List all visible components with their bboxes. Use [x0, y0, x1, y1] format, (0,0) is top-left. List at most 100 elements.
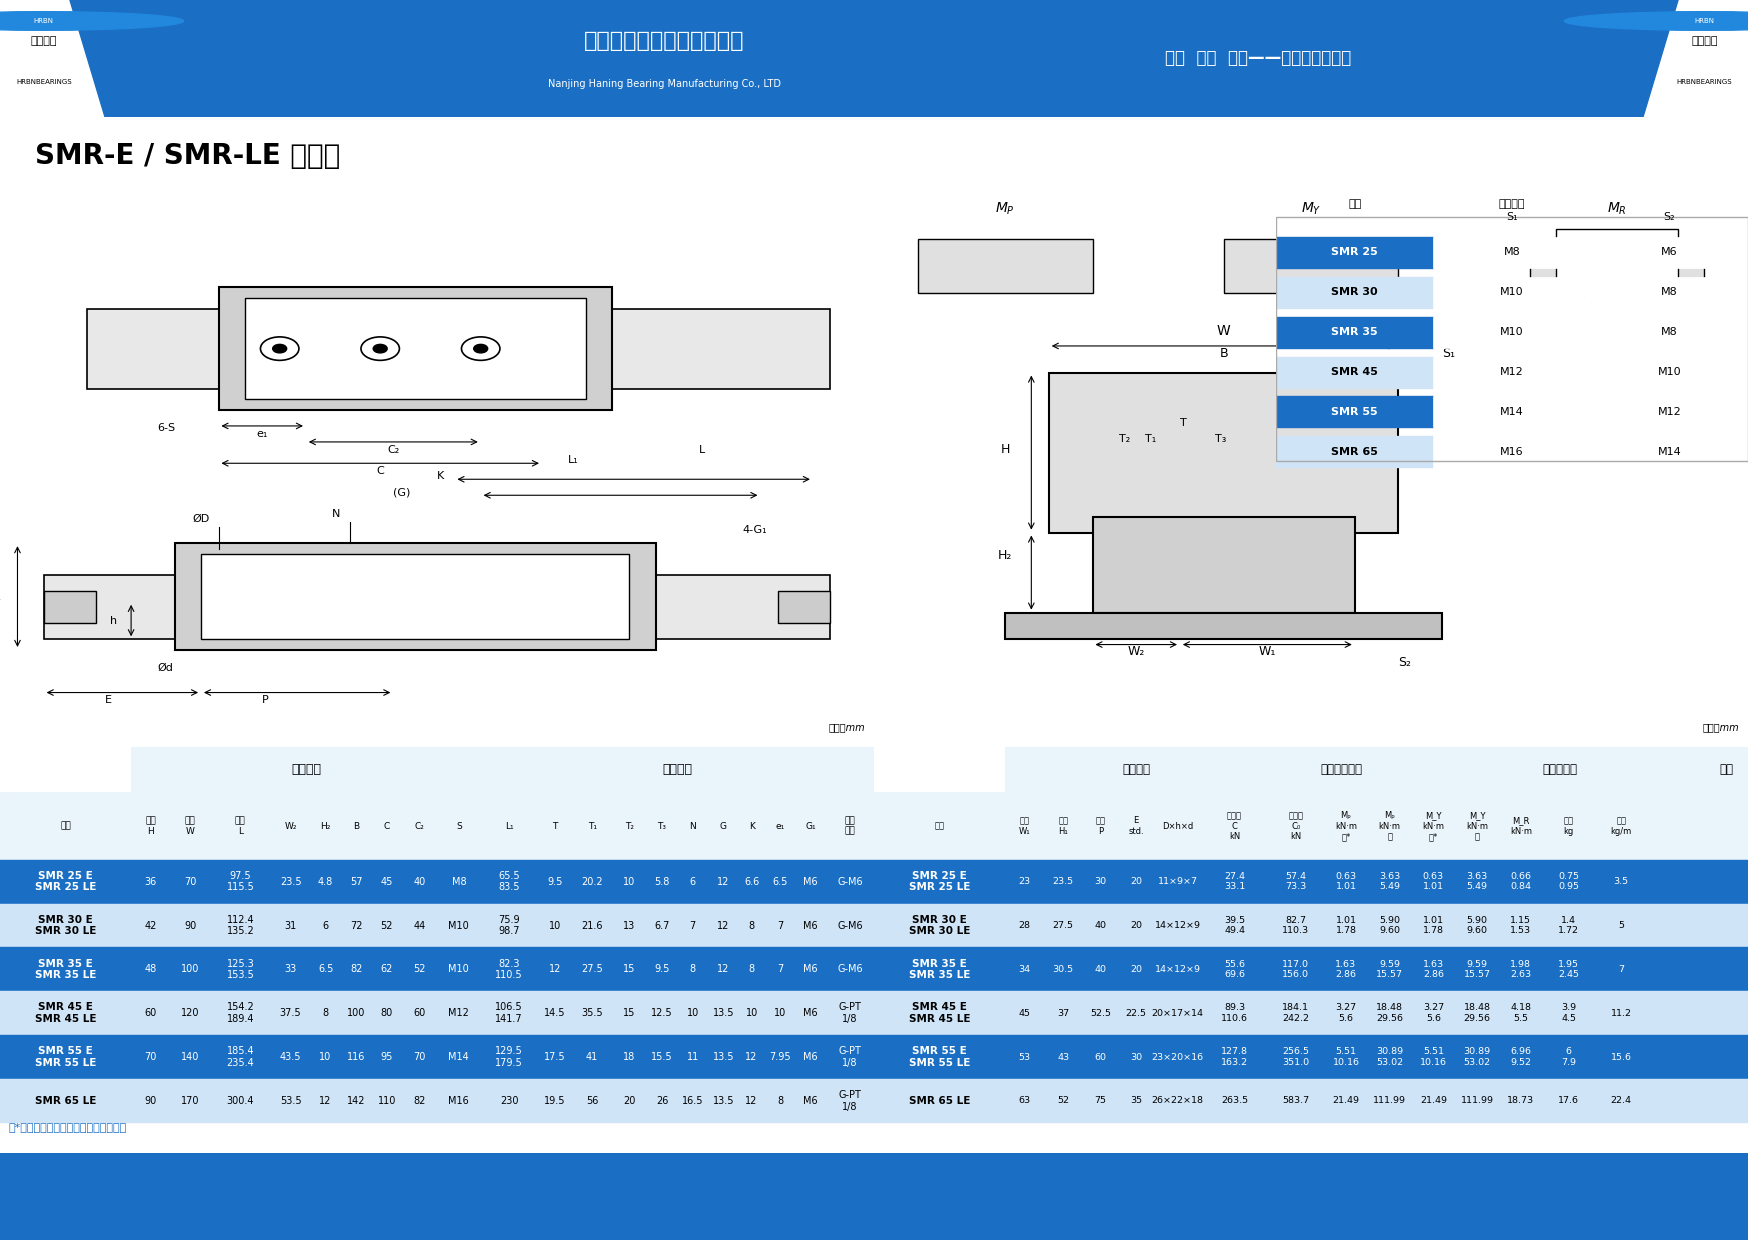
Text: 62: 62 [381, 965, 393, 975]
Bar [44, 575, 830, 640]
Text: W₂: W₂ [1127, 645, 1145, 658]
Bar [87, 309, 830, 388]
Text: 螺栋规格: 螺栋规格 [1498, 198, 1526, 208]
Text: 95: 95 [381, 1052, 393, 1061]
Text: 4.8: 4.8 [318, 877, 334, 887]
Bar [0, 792, 874, 859]
Text: 13.5: 13.5 [713, 1052, 734, 1061]
Text: 23.5: 23.5 [1052, 877, 1073, 887]
Bar [1591, 436, 1748, 467]
Text: 70: 70 [413, 1052, 427, 1061]
Text: SMR 55 E
SMR 55 LE: SMR 55 E SMR 55 LE [909, 1047, 970, 1068]
Text: B: B [353, 822, 360, 831]
Text: 82: 82 [350, 965, 362, 975]
Text: 重量: 重量 [1718, 764, 1734, 776]
Text: 5.90
9.60: 5.90 9.60 [1467, 916, 1488, 935]
Text: 10: 10 [622, 877, 636, 887]
Text: M10: M10 [1500, 327, 1524, 337]
Text: 7: 7 [689, 920, 696, 930]
Text: 26×22×18: 26×22×18 [1152, 1096, 1204, 1105]
Bar [481, 748, 874, 792]
Text: 3.9
4.5: 3.9 4.5 [1561, 1003, 1577, 1023]
Text: 65.5
83.5: 65.5 83.5 [498, 870, 519, 893]
Text: 动负荷
C
kN: 动负荷 C kN [1227, 811, 1243, 841]
Text: 30: 30 [1094, 877, 1106, 887]
Text: 11×9×7: 11×9×7 [1157, 877, 1197, 887]
Text: E
std.: E std. [1129, 816, 1143, 836]
Text: H₂: H₂ [320, 822, 330, 831]
Text: 100: 100 [346, 1008, 365, 1018]
Text: SMR 55: SMR 55 [1332, 407, 1377, 417]
Text: 诚信  创新  担当——世界因我们而动: 诚信 创新 担当——世界因我们而动 [1166, 50, 1351, 67]
Bar [1591, 316, 1748, 347]
Text: 1.4
1.72: 1.4 1.72 [1557, 916, 1580, 935]
Text: 12: 12 [717, 920, 729, 930]
Text: 263.5: 263.5 [1220, 1096, 1248, 1105]
Text: 13.5: 13.5 [713, 1008, 734, 1018]
Text: 13: 13 [622, 920, 636, 930]
Text: 230: 230 [500, 1096, 519, 1106]
Text: 40: 40 [413, 877, 427, 887]
Text: (G): (G) [393, 487, 411, 497]
Text: C₂: C₂ [414, 822, 425, 831]
Text: H: H [1000, 443, 1010, 455]
Text: M14: M14 [1500, 407, 1524, 417]
Text: 单位：mm: 单位：mm [1694, 322, 1731, 332]
Text: HRBNBEARINGS: HRBNBEARINGS [16, 78, 72, 84]
Text: 13.5: 13.5 [713, 1096, 734, 1106]
Text: M10: M10 [1657, 367, 1682, 377]
Bar [1276, 357, 1433, 387]
Text: SMR 30: SMR 30 [1332, 288, 1377, 298]
Text: 16.5: 16.5 [682, 1096, 703, 1106]
Text: N: N [689, 822, 696, 831]
Text: 43: 43 [1058, 1053, 1070, 1061]
Text: 45: 45 [381, 877, 393, 887]
Bar [1276, 277, 1433, 308]
Text: G₁: G₁ [806, 822, 816, 831]
Text: 注*：单：单滑块／双：双滑块紧密接触: 注*：单：单滑块／双：双滑块紧密接触 [9, 1121, 128, 1132]
Text: 35.5: 35.5 [582, 1008, 603, 1018]
Text: M12: M12 [449, 1008, 468, 1018]
Text: 15: 15 [622, 965, 636, 975]
Bar [1591, 397, 1748, 428]
Bar [874, 1079, 1748, 1122]
Text: 70: 70 [145, 1052, 157, 1061]
Text: 70: 70 [184, 877, 196, 887]
Text: 20: 20 [622, 1096, 636, 1106]
Text: 10: 10 [745, 1008, 759, 1018]
Text: C: C [383, 822, 390, 831]
Text: 5: 5 [1619, 921, 1624, 930]
Bar [1704, 748, 1748, 792]
Text: 57: 57 [350, 877, 362, 887]
Bar [1276, 316, 1433, 347]
Text: SMR 35 E
SMR 35 LE: SMR 35 E SMR 35 LE [35, 959, 96, 980]
Bar [0, 904, 874, 947]
Text: 111.99: 111.99 [1461, 1096, 1493, 1105]
Text: T₁: T₁ [587, 822, 596, 831]
Bar [0, 947, 874, 991]
Text: 31: 31 [285, 920, 297, 930]
Text: 6.5: 6.5 [318, 965, 334, 975]
Text: 20×17×14: 20×17×14 [1152, 1008, 1204, 1018]
Text: M16: M16 [449, 1096, 468, 1106]
Text: L₁: L₁ [568, 455, 579, 465]
Bar [918, 239, 1092, 293]
Text: 90: 90 [145, 1096, 157, 1106]
Text: 12: 12 [549, 965, 561, 975]
Text: SMR 30 E
SMR 30 LE: SMR 30 E SMR 30 LE [909, 915, 970, 936]
Text: 48: 48 [145, 965, 157, 975]
Text: 116: 116 [346, 1052, 365, 1061]
Text: M6: M6 [804, 1052, 818, 1061]
Text: 82.7
110.3: 82.7 110.3 [1281, 916, 1309, 935]
Text: M6: M6 [804, 1096, 818, 1106]
Text: 12: 12 [745, 1096, 759, 1106]
Text: M6: M6 [804, 877, 818, 887]
Bar [1433, 397, 1591, 428]
Bar [1276, 436, 1433, 467]
Text: 111.99: 111.99 [1374, 1096, 1405, 1105]
Text: 11.2: 11.2 [1610, 1008, 1633, 1018]
Text: SMR 35: SMR 35 [1332, 327, 1377, 337]
Text: 112.4
135.2: 112.4 135.2 [227, 915, 253, 936]
Text: 7.95: 7.95 [769, 1052, 790, 1061]
Text: 0.63
1.01: 0.63 1.01 [1335, 872, 1356, 892]
